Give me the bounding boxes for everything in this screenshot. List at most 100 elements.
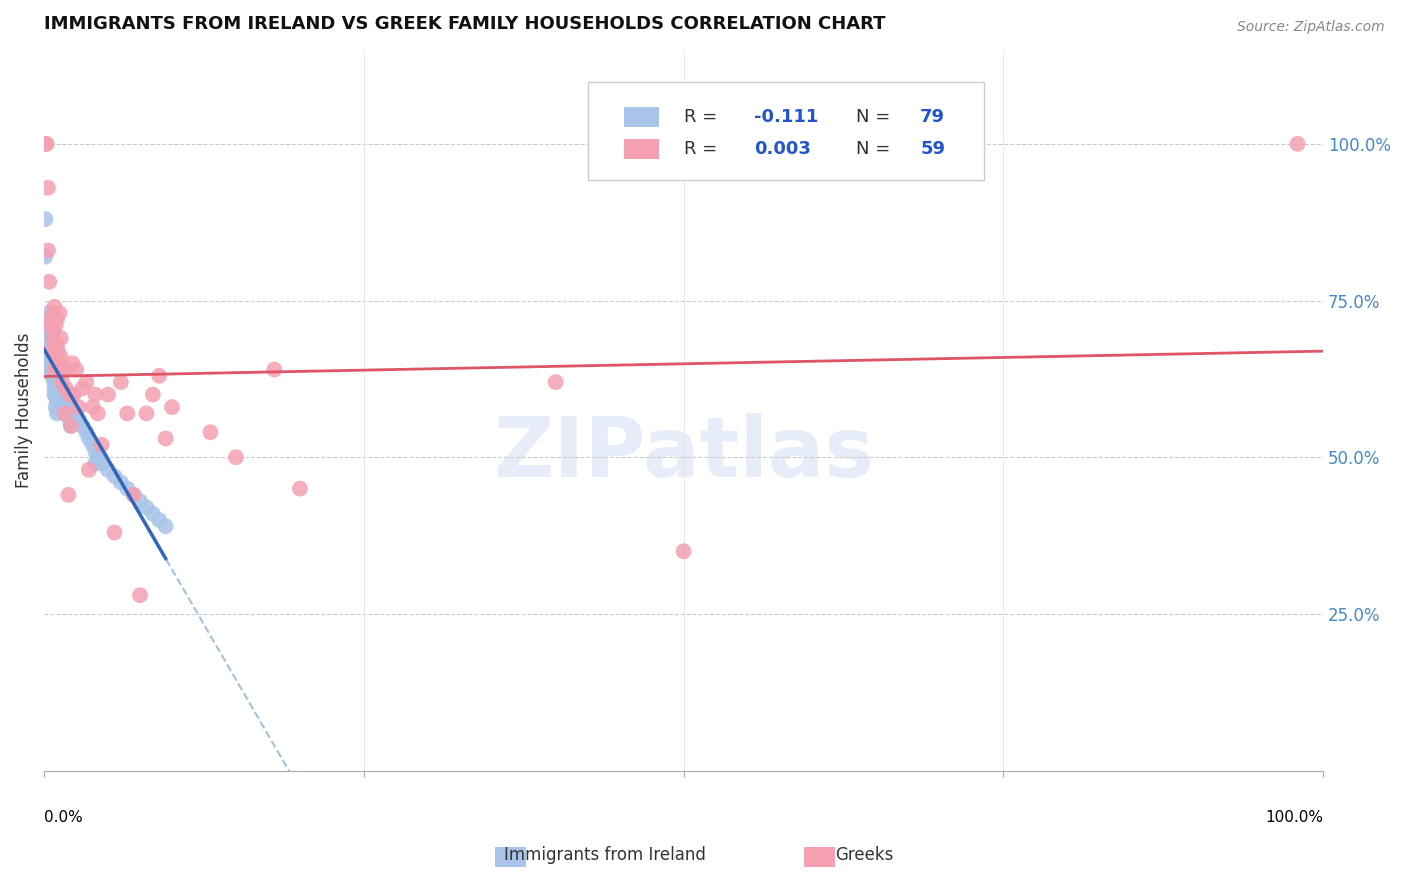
Point xyxy=(38,343,60,358)
Point xyxy=(49,381,72,395)
Point xyxy=(44,381,66,395)
Point xyxy=(45,362,67,376)
Point xyxy=(44,387,66,401)
Point xyxy=(103,525,125,540)
Point xyxy=(46,375,69,389)
Point xyxy=(46,343,69,358)
Point xyxy=(60,356,83,370)
Point xyxy=(52,362,75,376)
Point xyxy=(42,306,65,320)
Point xyxy=(42,362,65,376)
Point xyxy=(51,375,73,389)
Point xyxy=(82,438,104,452)
Point xyxy=(41,362,63,376)
Point xyxy=(45,356,67,370)
Point xyxy=(48,306,70,320)
Point xyxy=(39,318,62,333)
Text: Greeks: Greeks xyxy=(835,846,894,863)
Point xyxy=(1286,136,1309,151)
Point xyxy=(62,387,84,401)
Point xyxy=(38,356,60,370)
Point xyxy=(41,343,63,358)
Point xyxy=(45,406,67,420)
Point xyxy=(60,387,83,401)
Point xyxy=(39,362,62,376)
Point xyxy=(48,356,70,370)
Point xyxy=(41,325,63,339)
Point xyxy=(110,475,132,490)
FancyBboxPatch shape xyxy=(588,82,984,179)
Point xyxy=(37,180,59,194)
Point xyxy=(49,350,72,364)
Point xyxy=(45,350,67,364)
Point xyxy=(46,387,69,401)
Point xyxy=(67,400,90,414)
Point xyxy=(77,432,100,446)
Point xyxy=(55,393,77,408)
Point xyxy=(49,393,72,408)
Point xyxy=(82,400,104,414)
Point xyxy=(44,362,66,376)
Point xyxy=(67,412,90,426)
Point xyxy=(288,482,311,496)
Point xyxy=(34,250,56,264)
Text: N =: N = xyxy=(856,139,896,158)
Point xyxy=(129,494,152,508)
Point xyxy=(75,375,97,389)
Text: -0.111: -0.111 xyxy=(754,108,818,126)
Point xyxy=(38,275,60,289)
Point xyxy=(263,362,285,376)
Point xyxy=(59,412,82,426)
Point xyxy=(56,362,79,376)
Point xyxy=(35,136,58,151)
Point xyxy=(45,387,67,401)
Point xyxy=(122,488,145,502)
Point xyxy=(65,362,87,376)
Text: 79: 79 xyxy=(921,108,945,126)
Point xyxy=(84,457,107,471)
Point xyxy=(48,387,70,401)
Point xyxy=(37,318,59,333)
Point xyxy=(45,318,67,333)
Point xyxy=(155,432,177,446)
Point xyxy=(97,463,120,477)
Point xyxy=(142,507,165,521)
Point xyxy=(44,350,66,364)
Point xyxy=(155,519,177,533)
Point xyxy=(117,406,139,420)
Point xyxy=(55,381,77,395)
Point xyxy=(142,387,165,401)
Point xyxy=(45,368,67,383)
Point xyxy=(35,325,58,339)
Point xyxy=(160,400,183,414)
Point xyxy=(45,337,67,351)
Point xyxy=(45,400,67,414)
Point xyxy=(34,136,56,151)
Point xyxy=(42,331,65,345)
Text: Source: ZipAtlas.com: Source: ZipAtlas.com xyxy=(1237,20,1385,34)
Point xyxy=(129,588,152,602)
Point xyxy=(45,368,67,383)
Text: 100.0%: 100.0% xyxy=(1265,810,1323,825)
Point xyxy=(45,312,67,326)
Point xyxy=(39,350,62,364)
Point xyxy=(200,425,222,440)
Point xyxy=(37,244,59,258)
Point xyxy=(46,362,69,376)
Text: N =: N = xyxy=(856,108,896,126)
Point xyxy=(87,450,110,465)
Point xyxy=(39,312,62,326)
Point xyxy=(42,350,65,364)
Point xyxy=(48,375,70,389)
Point xyxy=(37,306,59,320)
Point xyxy=(42,337,65,351)
Text: 0.003: 0.003 xyxy=(754,139,811,158)
Point xyxy=(90,457,112,471)
Point xyxy=(39,350,62,364)
Point xyxy=(41,356,63,370)
Point xyxy=(59,387,82,401)
Point xyxy=(84,387,107,401)
Point xyxy=(42,356,65,370)
Text: Immigrants from Ireland: Immigrants from Ireland xyxy=(503,846,706,863)
Point xyxy=(148,513,170,527)
